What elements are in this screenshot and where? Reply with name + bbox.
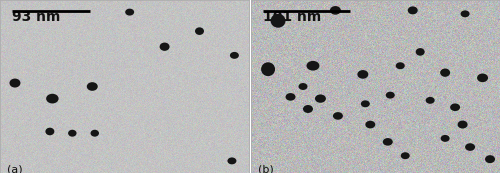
Text: (b): (b) [258,164,274,173]
Ellipse shape [228,157,236,164]
Ellipse shape [90,130,99,137]
Ellipse shape [416,48,424,56]
Ellipse shape [306,61,320,71]
Ellipse shape [366,121,376,128]
Ellipse shape [46,128,54,135]
Ellipse shape [400,152,409,159]
Ellipse shape [195,27,204,35]
Ellipse shape [46,94,58,103]
Text: 93 nm: 93 nm [12,10,61,24]
Ellipse shape [386,92,395,99]
Ellipse shape [383,138,393,146]
Ellipse shape [330,6,341,15]
Ellipse shape [465,143,475,151]
Ellipse shape [10,79,20,88]
Ellipse shape [458,121,468,129]
Ellipse shape [270,14,285,28]
Ellipse shape [303,105,313,113]
Ellipse shape [361,100,370,107]
Ellipse shape [408,6,418,14]
Ellipse shape [440,135,450,142]
Ellipse shape [315,94,326,103]
Ellipse shape [286,93,296,101]
Ellipse shape [358,70,368,79]
Ellipse shape [396,62,404,69]
Ellipse shape [450,103,460,111]
Ellipse shape [460,10,469,17]
Ellipse shape [230,52,239,59]
Ellipse shape [298,83,308,90]
Text: 101 nm: 101 nm [263,10,322,24]
Ellipse shape [440,69,450,77]
Ellipse shape [68,130,76,137]
Text: (a): (a) [8,164,23,173]
Ellipse shape [485,155,495,163]
Ellipse shape [87,82,98,91]
Ellipse shape [160,43,170,51]
Ellipse shape [125,9,134,16]
Ellipse shape [477,74,488,82]
Ellipse shape [333,112,343,120]
Ellipse shape [426,97,434,104]
Ellipse shape [261,62,275,76]
